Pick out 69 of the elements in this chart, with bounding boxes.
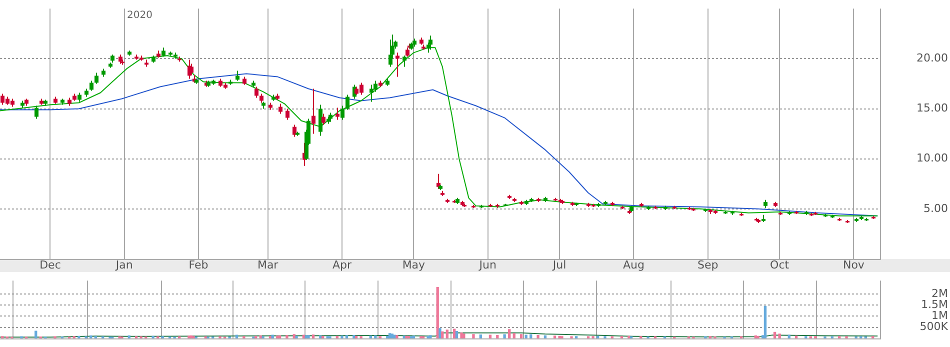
y-tick-label: 15.00	[916, 102, 948, 115]
x-tick-label: May	[402, 258, 426, 272]
candlestick	[428, 35, 432, 50]
candlestick	[346, 94, 350, 110]
candlestick	[260, 93, 264, 104]
bar	[446, 330, 449, 338]
bar	[429, 335, 432, 338]
bar	[524, 334, 528, 338]
candlestick	[292, 124, 296, 138]
bar	[286, 334, 288, 338]
bar	[307, 335, 310, 338]
candlestick	[286, 108, 290, 120]
candlestick	[254, 86, 258, 98]
candlestick	[278, 103, 282, 114]
bar	[503, 334, 506, 338]
candlestick	[312, 88, 316, 134]
bar	[453, 328, 456, 338]
x-tick-label: Nov	[842, 258, 865, 272]
candlestick	[402, 55, 406, 68]
candlestick	[78, 92, 82, 102]
bar	[271, 334, 274, 338]
candlestick	[190, 63, 194, 76]
candlestick	[318, 104, 322, 136]
candlestick	[406, 47, 410, 58]
x-tick-label: Aug	[622, 258, 644, 272]
y-tick-label: 5.00	[924, 202, 948, 215]
bar	[374, 335, 377, 338]
bar	[536, 334, 540, 338]
bar	[788, 334, 790, 338]
annotation: 2020	[127, 10, 152, 22]
y-tick-label: 1M	[932, 309, 948, 322]
bar	[393, 334, 396, 338]
candlestick	[94, 72, 98, 84]
candlestick	[34, 105, 38, 120]
x-tick-label: Mar	[257, 258, 279, 272]
x-tick-label: Oct	[770, 258, 790, 272]
candlestick	[236, 70, 240, 82]
bar	[508, 329, 511, 338]
x-tick-label: Apr	[332, 258, 352, 272]
bar	[302, 334, 306, 338]
bar	[396, 335, 398, 338]
candlestick	[90, 80, 94, 92]
bar	[438, 328, 442, 338]
candlestick	[162, 47, 166, 58]
x-tick-label: Dec	[40, 258, 61, 272]
y-tick-label: 10.00	[916, 152, 948, 165]
x-tick-label: Sep	[697, 258, 718, 272]
bar	[340, 336, 344, 338]
x-tick-label: Jul	[552, 258, 566, 272]
bar	[488, 334, 492, 338]
y-tick-label: 20.00	[916, 52, 948, 65]
candlestick	[370, 84, 374, 102]
bar	[778, 334, 781, 338]
candlestick	[322, 113, 326, 126]
bar	[34, 330, 38, 338]
candlestick	[328, 112, 332, 122]
bar	[235, 334, 238, 338]
candlestick	[396, 52, 400, 78]
x-tick-label: Jun	[478, 258, 496, 272]
y-tick-label: 1.5M	[921, 298, 948, 311]
y-tick-label: 500K	[920, 320, 949, 334]
y-tick-label: 2M	[932, 286, 948, 300]
bar	[460, 332, 463, 338]
bar	[472, 334, 475, 338]
x-tick-label: Feb	[188, 258, 208, 272]
candlestick	[340, 105, 344, 120]
x-tick-label: Jan	[114, 258, 133, 272]
candlestick	[336, 107, 340, 120]
bar	[764, 306, 767, 338]
